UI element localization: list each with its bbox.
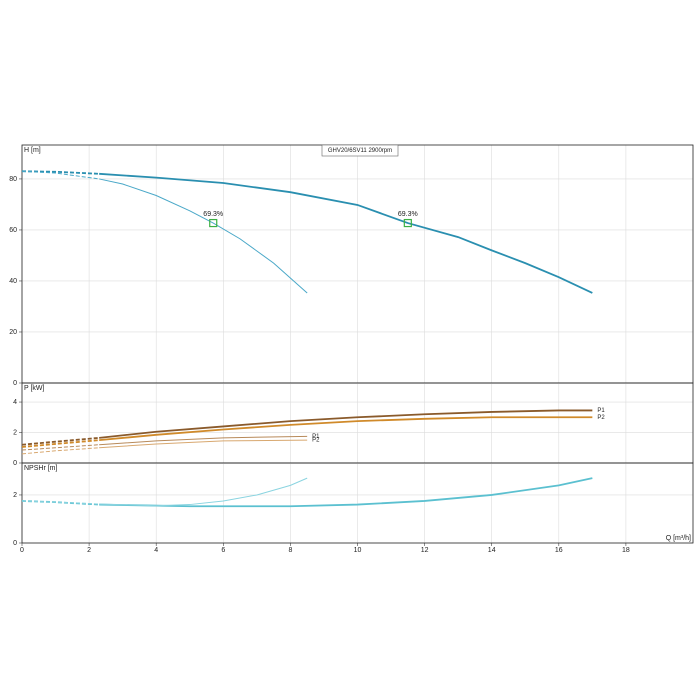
panel-frame (21, 462, 694, 544)
curve (99, 439, 308, 449)
curve (21, 444, 100, 451)
efficiency-marker (403, 218, 412, 228)
title-box (321, 144, 399, 157)
y-axis-label: NPSHr [m] (24, 465, 58, 472)
y-tick-label: 0 (13, 460, 17, 467)
chart-title: GHV20/6SV11 2900rpm (328, 148, 392, 154)
annotation: P2 (312, 438, 320, 444)
curve (99, 477, 593, 508)
x-tick-label: 4 (154, 547, 158, 554)
annotation: 69.3% (398, 211, 418, 218)
curve (21, 500, 100, 505)
annotation: 69.3% (203, 211, 223, 218)
curve (99, 416, 593, 442)
curve (99, 172, 593, 294)
curve (99, 435, 308, 446)
y-tick-label: 20 (9, 329, 17, 336)
y-tick-label: 0 (13, 540, 17, 547)
y-tick-label: 60 (9, 227, 17, 234)
curve (21, 170, 100, 180)
annotation: P2 (597, 415, 605, 421)
x-tick-label: 14 (488, 547, 496, 554)
x-tick-label: 12 (421, 547, 429, 554)
y-tick-label: 80 (9, 176, 17, 183)
y-tick-label: 0 (13, 380, 17, 387)
efficiency-marker (209, 218, 218, 228)
curve (21, 439, 100, 448)
annotation: P1 (312, 434, 320, 440)
curve (21, 447, 100, 455)
x-tick-label: 10 (354, 547, 362, 554)
x-tick-label: 8 (288, 547, 292, 554)
curve (99, 477, 308, 507)
curve (21, 436, 100, 446)
y-tick-label: 40 (9, 278, 17, 285)
y-tick-label: 2 (13, 492, 17, 499)
y-tick-label: 4 (13, 399, 17, 406)
y-axis-label: H [m] (24, 147, 41, 154)
x-axis-label: Q [m³/h] (666, 535, 691, 542)
x-tick-label: 18 (622, 547, 630, 554)
x-tick-label: 0 (20, 547, 24, 554)
annotation: P1 (597, 408, 605, 414)
y-tick-label: 2 (13, 429, 17, 436)
curve (99, 178, 308, 294)
curve (21, 170, 100, 175)
curve (99, 409, 593, 439)
x-tick-label: 2 (87, 547, 91, 554)
x-tick-label: 6 (221, 547, 225, 554)
x-tick-label: 16 (555, 547, 563, 554)
y-axis-label: P [kW] (24, 385, 45, 392)
